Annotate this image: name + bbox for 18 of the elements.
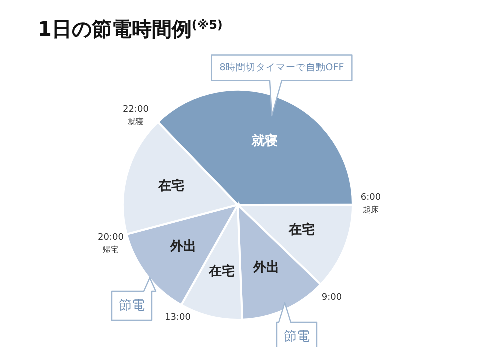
slice-label: 就寝	[250, 132, 278, 149]
text: 節電	[284, 330, 310, 344]
text: 帰宅	[103, 246, 119, 254]
text: 起床	[363, 206, 379, 214]
slice-label: 在宅	[288, 222, 316, 238]
chart-title: 1日の節電時間例$^{(※5)}$	[38, 17, 223, 41]
slice-label: 在宅	[208, 264, 235, 280]
text: 就寝	[128, 118, 144, 126]
text: 22:00	[123, 105, 150, 115]
text: 節電	[119, 298, 145, 314]
slice-label: 外出	[252, 260, 280, 276]
text: 20:00	[98, 233, 124, 243]
text: 9:00	[322, 293, 342, 303]
slice-label: 在宅	[158, 178, 185, 194]
text: 8時間切タイマーで自動OFF	[220, 62, 344, 74]
text: 6:00	[360, 193, 382, 203]
slice-label: 外出	[169, 240, 196, 255]
text: 13:00	[165, 313, 192, 323]
